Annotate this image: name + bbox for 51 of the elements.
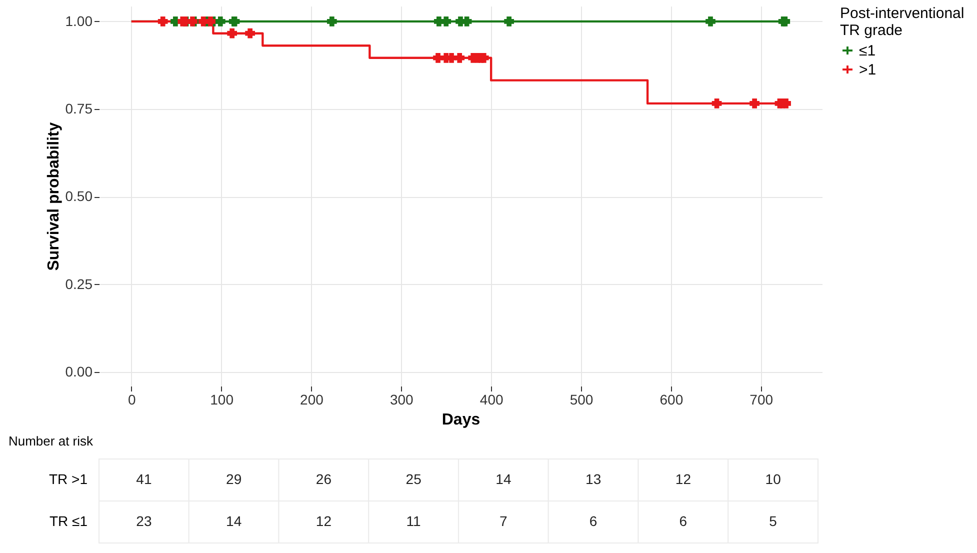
x-tick-label: 100 [210,392,234,408]
point [504,16,514,26]
data-label: 12 [316,513,332,529]
x-tick-label: 300 [390,392,414,408]
point [227,28,238,38]
x-tick-label: 500 [570,392,594,408]
point [215,16,226,26]
data-label: 6 [589,513,598,529]
point [706,16,716,26]
data-label: 14 [496,471,512,487]
point [433,52,443,63]
data-label: 26 [316,471,332,487]
point [712,98,722,108]
y-tick-label: TR >1 [48,471,88,487]
point [326,16,337,26]
y-tick-label: TR ≤1 [49,513,88,529]
y-tick-label: 0.25 [65,276,93,292]
data-label: 25 [406,471,422,487]
x-tick-label: 600 [660,392,684,408]
point [454,52,465,63]
data-label: 10 [765,471,782,487]
point [245,28,256,38]
data-label: 6 [679,513,688,529]
legend-label: >1 [859,62,876,78]
point [206,16,216,26]
point [158,16,168,26]
x-tick-label: 700 [750,392,774,408]
point [462,16,472,26]
data-label: 7 [500,513,508,529]
x-tick-label: 200 [300,392,324,408]
data-label: 29 [226,471,242,487]
y-axis-title: Survival probability [45,122,62,271]
data-label: 41 [136,471,152,487]
x-tick-label: 0 [128,392,136,408]
point [441,16,452,26]
legend-title: Post-interventional TR grade [840,5,964,39]
chart-title: Number at risk [8,434,94,448]
y-tick-label: 0.50 [65,188,93,204]
y-tick-label: 1.00 [65,12,93,29]
y-tick-label: 0.75 [65,100,93,117]
data-label: 13 [586,471,602,487]
data-label: 5 [769,513,778,529]
point [750,98,760,108]
legend-label: ≤1 [859,42,876,60]
x-axis-title: Days [442,412,480,428]
data-label: 12 [675,471,692,487]
data-label: 23 [136,513,152,529]
y-tick-label: 0.00 [65,363,93,380]
x-tick-label: 400 [480,392,504,408]
data-label: 14 [226,513,242,529]
data-label: 11 [406,513,422,529]
